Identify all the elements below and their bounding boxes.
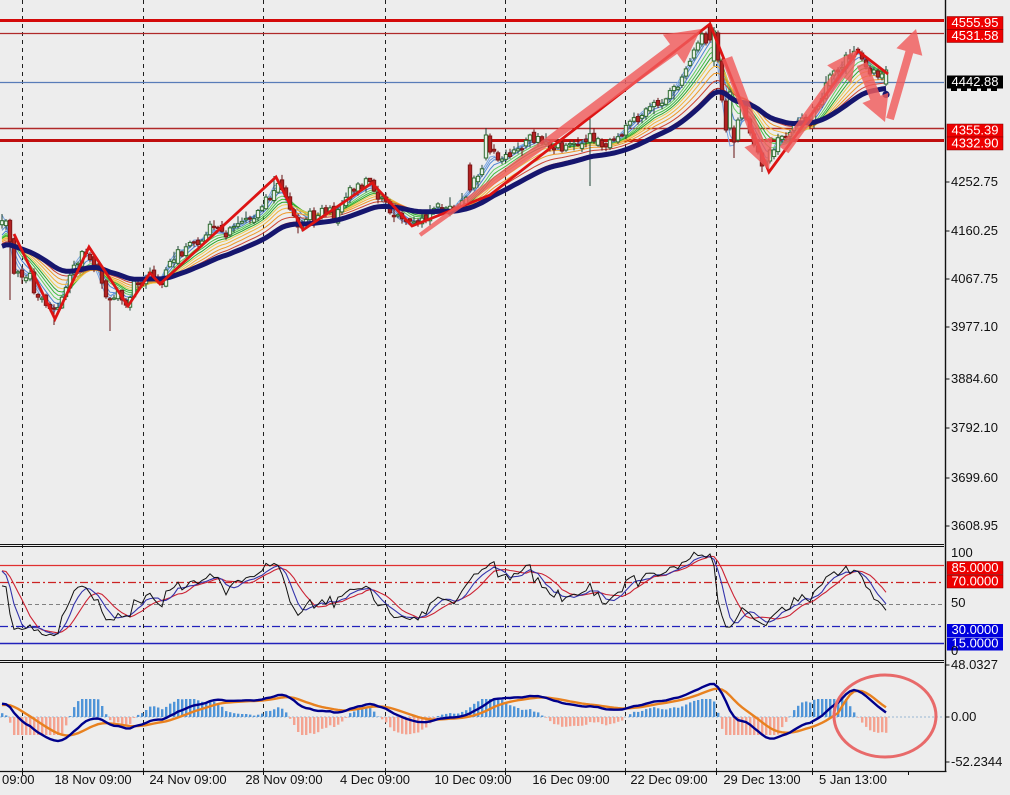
- svg-text:29 Dec 13:00: 29 Dec 13:00: [723, 772, 800, 787]
- svg-text:3699.60: 3699.60: [951, 470, 998, 485]
- svg-text:100: 100: [951, 545, 973, 560]
- svg-text:16 Dec 09:00: 16 Dec 09:00: [532, 772, 609, 787]
- svg-text:4332.90: 4332.90: [952, 136, 999, 151]
- svg-text:85.0000: 85.0000: [952, 560, 999, 575]
- svg-text:28 Nov 09:00: 28 Nov 09:00: [245, 772, 322, 787]
- svg-text:22 Dec 09:00: 22 Dec 09:00: [630, 772, 707, 787]
- svg-text:3977.10: 3977.10: [951, 319, 998, 334]
- svg-text:3884.60: 3884.60: [951, 371, 998, 386]
- svg-text:0.00: 0.00: [951, 709, 976, 724]
- svg-text:3608.95: 3608.95: [951, 518, 998, 533]
- svg-text:3792.10: 3792.10: [951, 420, 998, 435]
- svg-text:24 Nov 09:00: 24 Nov 09:00: [149, 772, 226, 787]
- svg-text:18 Nov 09:00: 18 Nov 09:00: [54, 772, 131, 787]
- svg-text:4555.95: 4555.95: [952, 15, 999, 30]
- svg-text:09:00: 09:00: [2, 772, 35, 787]
- svg-text:50: 50: [951, 595, 965, 610]
- svg-text:4067.75: 4067.75: [951, 271, 998, 286]
- svg-text:4252.75: 4252.75: [951, 174, 998, 189]
- svg-text:48.0327: 48.0327: [951, 657, 998, 672]
- svg-text:-52.2344: -52.2344: [951, 754, 1002, 769]
- svg-text:4442.88: 4442.88: [952, 74, 999, 89]
- svg-text:4531.58: 4531.58: [952, 28, 999, 43]
- svg-text:4160.25: 4160.25: [951, 223, 998, 238]
- svg-text:30.0000: 30.0000: [952, 622, 999, 637]
- svg-text:5 Jan 13:00: 5 Jan 13:00: [819, 772, 887, 787]
- svg-text:70.0000: 70.0000: [952, 574, 999, 589]
- svg-text:0: 0: [951, 643, 958, 658]
- svg-text:15.0000: 15.0000: [952, 636, 999, 651]
- svg-text:4355.39: 4355.39: [952, 123, 999, 138]
- svg-text:4 Dec 09:00: 4 Dec 09:00: [340, 772, 410, 787]
- svg-text:10 Dec 09:00: 10 Dec 09:00: [434, 772, 511, 787]
